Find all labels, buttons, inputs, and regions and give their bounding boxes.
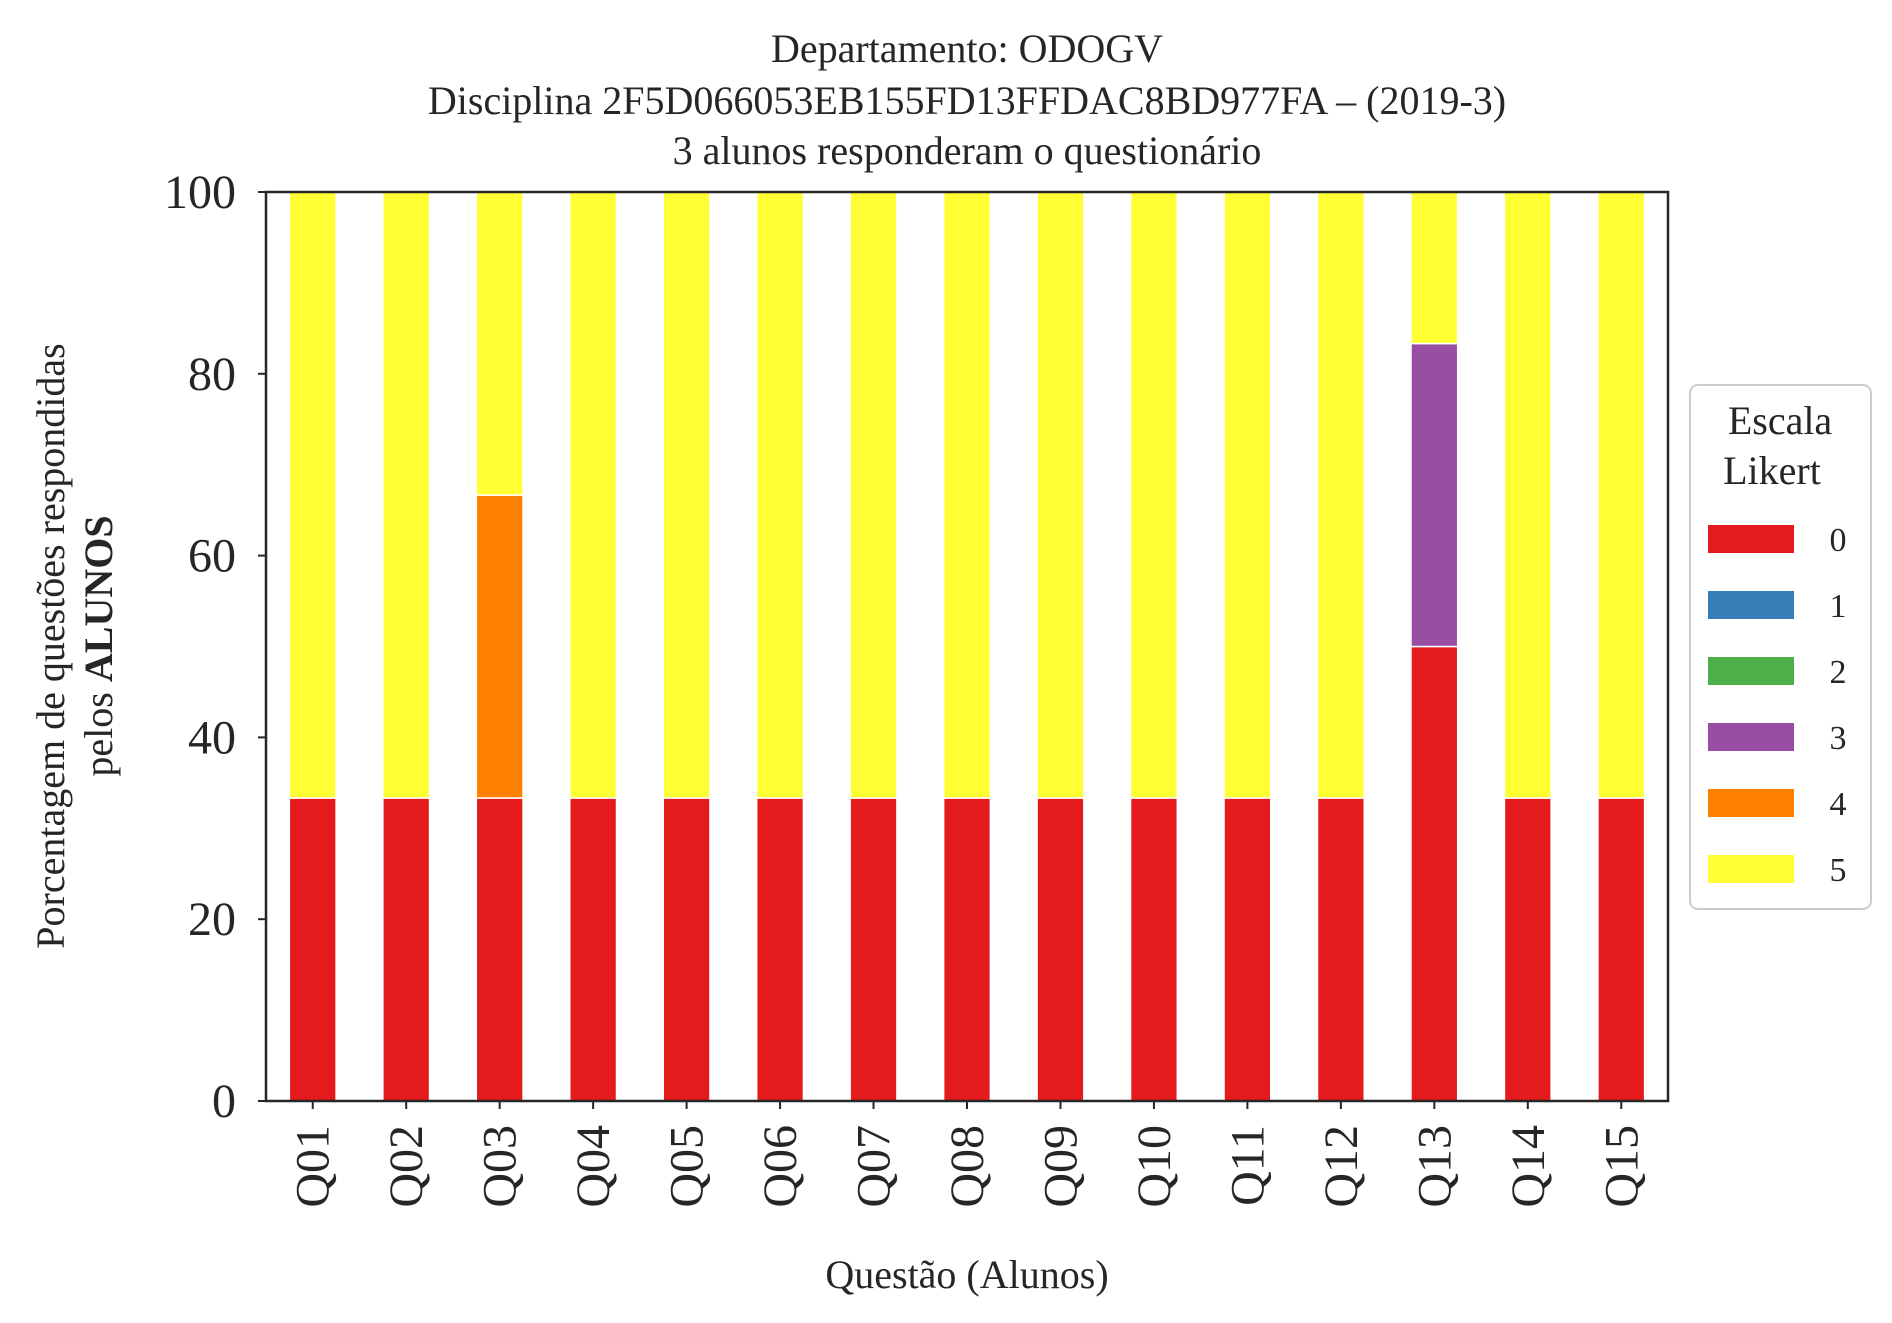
x-tick-label-q08: Q08 (941, 1125, 994, 1208)
bar-q13-series-3 (1410, 342, 1459, 648)
x-tick-label-q13: Q13 (1408, 1125, 1461, 1208)
y-tick-label: 20 (188, 893, 236, 946)
x-tick-label-q15: Q15 (1595, 1125, 1648, 1208)
legend-title-line-2: Likert (1723, 448, 1821, 493)
y-axis-label: Porcentagem de questões respondidas pelo… (28, 343, 121, 948)
legend-label-1: 1 (1830, 588, 1847, 625)
y-axis-label-prefix: pelos (76, 682, 121, 776)
title-line-3: 3 alunos responderam o questionário (673, 128, 1262, 173)
bar-q07-series-5 (849, 191, 898, 799)
x-tick-label-q07: Q07 (848, 1125, 901, 1208)
legend-swatch-3 (1708, 723, 1794, 751)
legend-swatch-2 (1708, 657, 1794, 685)
title-line-2: Disciplina 2F5D066053EB155FD13FFDAC8BD97… (428, 78, 1506, 123)
bar-q02-series-5 (382, 191, 431, 799)
bar-q03-series-0 (475, 797, 524, 1102)
bar-q08-series-5 (942, 191, 992, 799)
bar-q13-series-0 (1410, 645, 1459, 1102)
y-axis-label-line-1: Porcentagem de questões respondidas (28, 343, 73, 948)
x-tick-label-q12: Q12 (1315, 1125, 1368, 1208)
legend-frame (1689, 384, 1872, 910)
bar-q05-series-0 (662, 797, 711, 1102)
legend-items: 0 1 2 3 4 5 (1708, 522, 1847, 889)
legend-label-2: 2 (1830, 654, 1847, 691)
legend-swatch-4 (1708, 789, 1794, 817)
x-tick-label-q05: Q05 (661, 1125, 714, 1208)
bar-q10-series-5 (1129, 191, 1179, 799)
title-line-1: Departamento: ODOGV (771, 26, 1163, 71)
y-tick-label: 40 (188, 711, 236, 764)
bar-q06-series-0 (755, 797, 805, 1102)
bar-q14-series-5 (1503, 191, 1552, 799)
bar-q05-series-5 (662, 191, 711, 799)
y-axis-label-line-2: pelos ALUNOS (76, 515, 121, 776)
bar-q09-series-0 (1036, 797, 1085, 1102)
bar-q12-series-0 (1316, 797, 1365, 1102)
x-axis-label: Questão (Alunos) (825, 1252, 1108, 1297)
bar-q15-series-0 (1597, 797, 1646, 1102)
x-tick-label-q04: Q04 (567, 1125, 620, 1208)
bar-q07-series-0 (849, 797, 898, 1102)
y-tick-label: 0 (212, 1075, 236, 1128)
bar-q09-series-5 (1036, 191, 1085, 799)
legend-label-5: 5 (1830, 852, 1847, 889)
legend: Escala Likert 0 1 2 3 4 5 (1689, 384, 1872, 910)
bar-q08-series-0 (942, 797, 992, 1102)
bars-layer (288, 191, 1646, 1102)
x-tick-label-q03: Q03 (474, 1125, 527, 1208)
legend-swatch-0 (1708, 525, 1794, 553)
y-tick-label: 80 (188, 348, 236, 401)
legend-swatch-5 (1708, 855, 1794, 883)
bar-q03-series-4 (475, 494, 524, 799)
bar-q01-series-0 (288, 797, 337, 1102)
bar-q04-series-0 (569, 797, 618, 1102)
bar-q03-series-5 (475, 191, 524, 496)
bar-q14-series-0 (1503, 797, 1552, 1102)
chart-title: Departamento: ODOGV Disciplina 2F5D06605… (428, 26, 1506, 173)
legend-label-3: 3 (1830, 720, 1847, 757)
y-tick-label: 60 (188, 530, 236, 583)
x-tick-label-q09: Q09 (1034, 1125, 1087, 1208)
x-tick-label-q01: Q01 (287, 1125, 340, 1208)
legend-swatch-1 (1708, 591, 1794, 619)
bar-q04-series-5 (569, 191, 618, 799)
bar-q01-series-5 (288, 191, 337, 799)
bar-q10-series-0 (1129, 797, 1179, 1102)
bar-q06-series-5 (755, 191, 805, 799)
x-tick-label-q11: Q11 (1221, 1125, 1274, 1206)
x-tick-label-q06: Q06 (754, 1125, 807, 1208)
y-tick-label: 100 (164, 166, 236, 219)
bar-q11-series-5 (1223, 191, 1272, 799)
legend-title-line-1: Escala (1728, 398, 1833, 443)
bar-q11-series-0 (1223, 797, 1272, 1102)
x-tick-label-q02: Q02 (380, 1125, 433, 1208)
bar-q15-series-5 (1597, 191, 1646, 799)
x-tick-label-q10: Q10 (1128, 1125, 1181, 1208)
legend-label-0: 0 (1830, 522, 1847, 559)
legend-label-4: 4 (1830, 786, 1847, 823)
bar-q02-series-0 (382, 797, 431, 1102)
plot-frame (264, 190, 1670, 1103)
bar-q13-series-5 (1410, 191, 1459, 345)
y-axis-ticks: 0 20 40 60 80 100 (164, 166, 266, 1128)
y-axis-label-bold: ALUNOS (76, 515, 121, 682)
bar-q12-series-5 (1316, 191, 1365, 799)
x-axis-ticks: Q01 Q02 Q03 Q04 Q05 Q06 Q07 Q08 Q09 Q10 Q11 Q12 Q13 Q… (287, 1101, 1648, 1208)
x-tick-label-q14: Q14 (1502, 1125, 1555, 1208)
